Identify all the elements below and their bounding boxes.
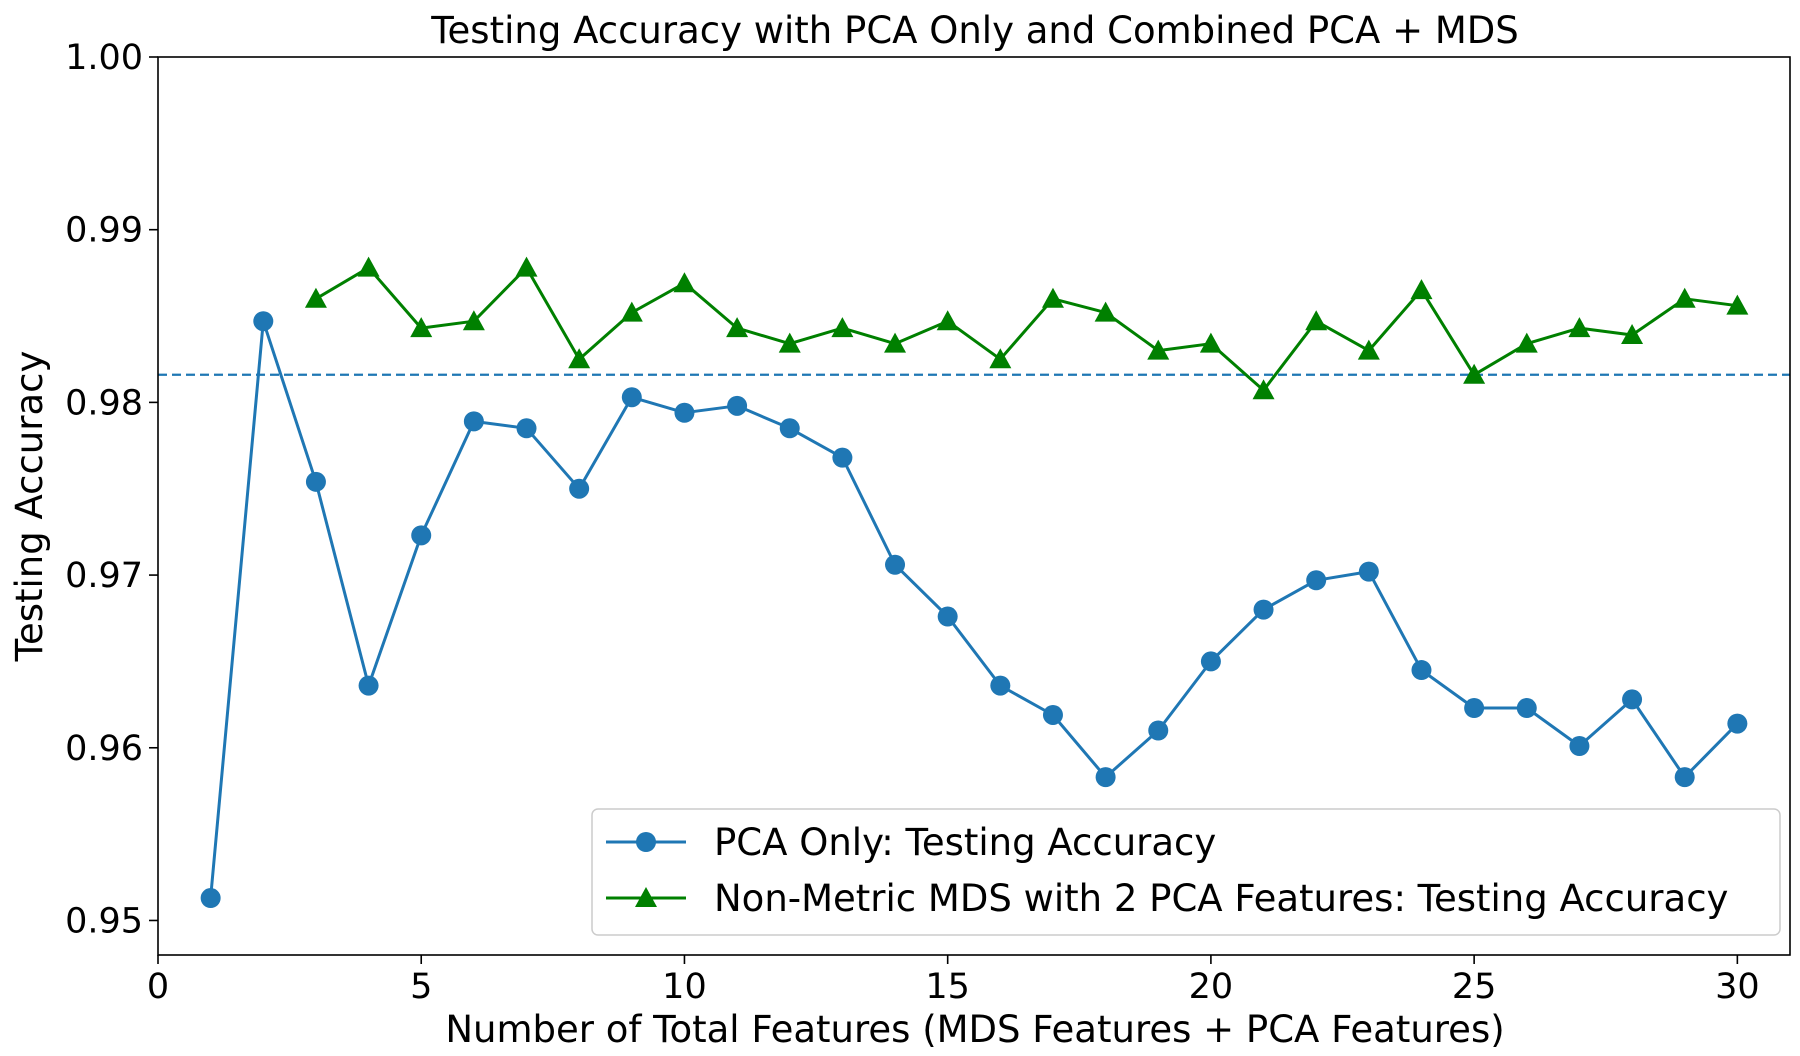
series-1-point	[357, 256, 380, 277]
series-1-point	[304, 287, 327, 308]
y-tick-label: 0.99	[65, 211, 143, 251]
series-1-point	[1621, 324, 1644, 345]
series-1-point	[1357, 339, 1380, 360]
series-0-point	[1095, 767, 1116, 788]
series-0-point	[727, 395, 748, 416]
series-1-point	[673, 272, 696, 293]
series-1-point	[410, 317, 433, 338]
series-1-point	[1515, 332, 1538, 353]
y-tick-label: 0.97	[65, 556, 143, 596]
legend-mds-label: Non-Metric MDS with 2 PCA Features: Test…	[714, 877, 1728, 920]
x-tick-label: 30	[1715, 967, 1760, 1007]
series-1-point	[989, 348, 1012, 369]
y-tick-label: 1.00	[65, 38, 143, 78]
series-0-point	[1622, 689, 1643, 710]
series-0-point	[1727, 713, 1748, 734]
series-0-point	[569, 478, 590, 499]
series-0-point	[885, 554, 906, 575]
x-tick-label: 15	[925, 967, 970, 1007]
series-1-point	[1199, 332, 1222, 353]
series-0-point	[1253, 599, 1274, 620]
series-1-point	[884, 332, 907, 353]
series-1-point	[1568, 317, 1591, 338]
series-0-point	[253, 311, 274, 332]
series-0-point	[621, 387, 642, 408]
series-1-point	[1147, 339, 1170, 360]
plot-area	[158, 256, 1790, 909]
legend-pca-marker	[636, 832, 656, 852]
series-0-point	[516, 418, 537, 439]
series-0-point	[1306, 570, 1327, 591]
y-tick-label: 0.98	[65, 383, 143, 423]
x-tick-label: 20	[1189, 967, 1234, 1007]
series-0-point	[1042, 704, 1063, 725]
series-1-point	[1041, 287, 1064, 308]
series-1-point	[1673, 287, 1696, 308]
series-1-point	[726, 317, 749, 338]
series-0-point	[411, 525, 432, 546]
series-1-point	[936, 310, 959, 331]
series-1-point	[1410, 279, 1433, 300]
series-0-point	[779, 418, 800, 439]
chart-title: Testing Accuracy with PCA Only and Combi…	[430, 9, 1519, 52]
series-0-point	[358, 675, 379, 696]
x-tick-label: 5	[410, 967, 432, 1007]
series-0-point	[1200, 651, 1221, 672]
x-tick-label: 10	[662, 967, 707, 1007]
series-1-point	[1463, 363, 1486, 384]
x-axis-label: Number of Total Features (MDS Features +…	[445, 1008, 1504, 1051]
series-1-point	[568, 348, 591, 369]
series-0-point	[1674, 767, 1695, 788]
series-1-point	[1094, 301, 1117, 322]
series-1-point	[831, 317, 854, 338]
series-0-point	[1569, 736, 1590, 757]
legend: PCA Only: Testing Accuracy Non-Metric MD…	[591, 808, 1781, 936]
legend-pca-label: PCA Only: Testing Accuracy	[714, 821, 1216, 864]
x-tick-label: 0	[147, 967, 169, 1007]
plot-frame	[157, 56, 1791, 956]
series-1-point	[778, 332, 801, 353]
x-tick-label: 25	[1452, 967, 1497, 1007]
series-0-point	[463, 411, 484, 432]
y-axis-label: Testing Accuracy	[8, 351, 51, 663]
series-0-point	[1516, 698, 1537, 719]
series-1-point	[1252, 379, 1275, 400]
legend-mds-marker	[635, 887, 657, 907]
series-0-point	[200, 888, 221, 909]
series-0-point	[1358, 561, 1379, 582]
y-tick-label: 0.95	[65, 901, 143, 941]
series-1-line	[315, 266, 1738, 392]
x-axis: 0 5 10 15 20 25 30	[147, 955, 1760, 1007]
series-0-point	[990, 675, 1011, 696]
series-1-point	[462, 310, 485, 331]
series-0-point	[1464, 698, 1485, 719]
series-1-point	[1305, 310, 1328, 331]
y-axis: 0.95 0.96 0.97 0.98 0.99 1.00	[65, 38, 158, 941]
series-0-point	[674, 402, 695, 423]
series-0-point	[937, 606, 958, 627]
series-0-point	[305, 471, 326, 492]
y-tick-label: 0.96	[65, 729, 143, 769]
series-0-point	[1411, 660, 1432, 681]
series-0-point	[1148, 720, 1169, 741]
series-1-point	[515, 256, 538, 277]
series-1-point	[620, 301, 643, 322]
series-0-point	[832, 447, 853, 468]
legend-box	[591, 808, 1781, 936]
series-1-point	[1726, 294, 1749, 315]
